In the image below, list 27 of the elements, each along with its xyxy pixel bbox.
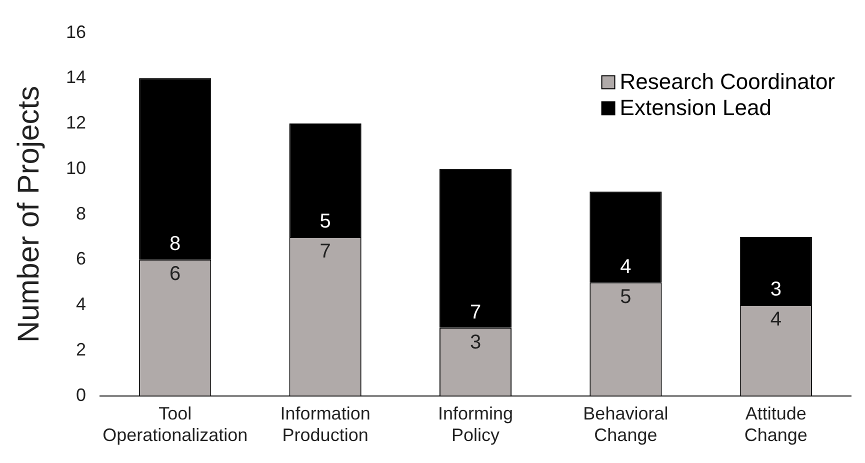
y-tick-label: 8 <box>76 203 86 224</box>
y-tick-label: 4 <box>76 294 86 314</box>
y-tick-label: 10 <box>66 158 86 178</box>
data-label: 5 <box>620 286 632 308</box>
y-tick-label: 2 <box>76 339 86 360</box>
y-axis-title: Number of Projects <box>12 86 46 343</box>
y-tick-label: 0 <box>76 384 86 405</box>
legend-label: Extension Lead <box>620 94 772 120</box>
x-tick-label: Behavioral Change <box>583 404 668 446</box>
data-label: 3 <box>470 331 482 354</box>
data-label: 4 <box>770 308 782 331</box>
data-label: 3 <box>770 278 782 301</box>
data-label: 7 <box>470 301 482 324</box>
data-label: 6 <box>170 263 181 286</box>
x-tick-label: Tool Operationalization <box>102 404 248 446</box>
data-label: 7 <box>320 240 331 263</box>
y-tick-label: 16 <box>66 22 86 42</box>
legend-label: Research Coordinator <box>620 68 836 94</box>
data-label: 5 <box>320 210 331 233</box>
x-tick-label: Informing Policy <box>438 404 514 446</box>
data-label: 4 <box>620 256 632 278</box>
x-tick-label: Attitude Change <box>744 404 808 446</box>
x-tick-label: Information Production <box>280 404 370 446</box>
data-label: 8 <box>170 233 181 256</box>
y-tick-label: 14 <box>66 67 86 88</box>
y-tick-label: 6 <box>76 248 86 269</box>
y-tick-label: 12 <box>66 112 86 133</box>
